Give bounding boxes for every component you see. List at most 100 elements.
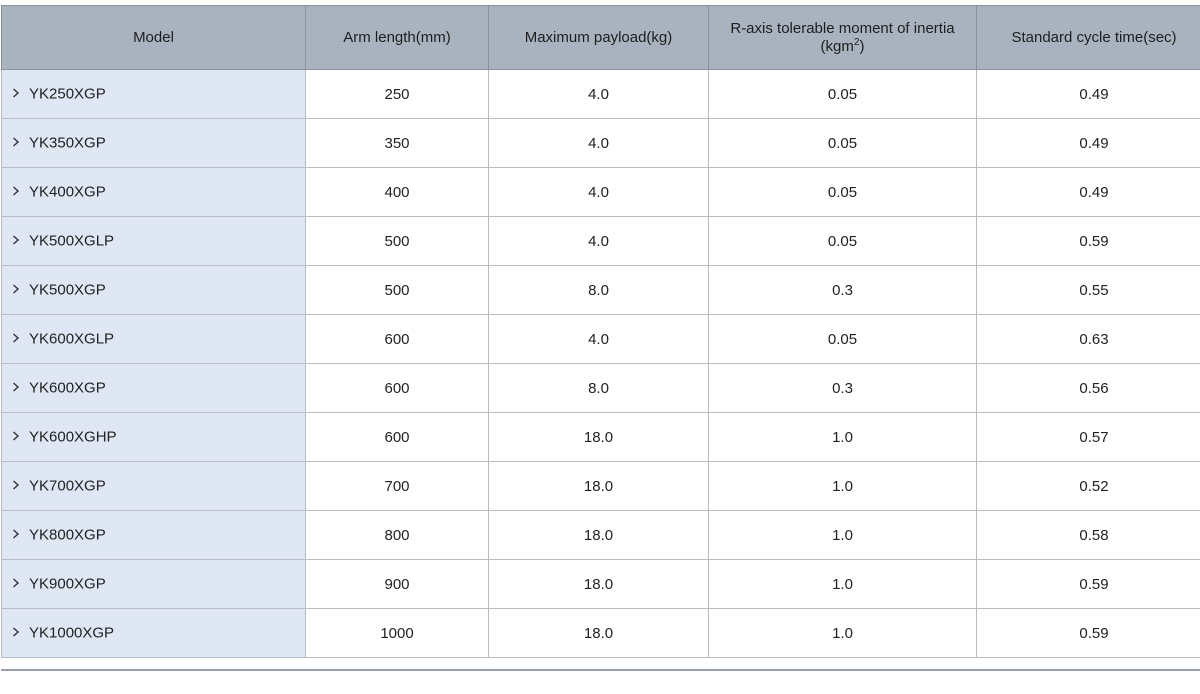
model-name[interactable]: YK600XGP	[29, 379, 106, 397]
arm-length-cell: 600	[305, 363, 489, 413]
arm-length-cell: 500	[305, 216, 489, 266]
chevron-right-icon	[12, 382, 20, 392]
inertia-cell: 1.0	[708, 412, 977, 462]
chevron-right-icon	[12, 529, 20, 539]
inertia-cell: 0.05	[708, 167, 977, 217]
cycle-time-cell: 0.59	[976, 608, 1200, 658]
header-model: Model	[1, 5, 306, 70]
table-row: YK500XGP 500 8.0 0.3 0.55	[1, 265, 1200, 315]
header-inertia: R-axis tolerable moment of inertia (kgm2…	[708, 5, 977, 70]
chevron-right-icon	[12, 431, 20, 441]
model-name[interactable]: YK600XGHP	[29, 428, 117, 446]
spec-table: Model Arm length(mm) Maximum payload(kg)…	[1, 5, 1200, 658]
cycle-time-cell: 0.49	[976, 69, 1200, 119]
model-name[interactable]: YK500XGP	[29, 281, 106, 299]
payload-cell: 4.0	[488, 69, 709, 119]
payload-cell: 18.0	[488, 608, 709, 658]
arm-length-cell: 900	[305, 559, 489, 609]
table-row: YK800XGP 800 18.0 1.0 0.58	[1, 510, 1200, 560]
model-name[interactable]: YK1000XGP	[29, 624, 115, 642]
cycle-time-cell: 0.52	[976, 461, 1200, 511]
cycle-time-cell: 0.49	[976, 118, 1200, 168]
model-cell[interactable]: YK600XGHP	[1, 412, 306, 462]
payload-cell: 18.0	[488, 510, 709, 560]
inertia-cell: 0.05	[708, 69, 977, 119]
chevron-right-icon	[12, 88, 20, 98]
inertia-cell: 0.05	[708, 314, 977, 364]
table-row: YK600XGLP 600 4.0 0.05 0.63	[1, 314, 1200, 364]
table-row: YK1000XGP 1000 18.0 1.0 0.59	[1, 608, 1200, 658]
arm-length-cell: 600	[305, 412, 489, 462]
payload-cell: 18.0	[488, 461, 709, 511]
chevron-right-icon	[12, 627, 20, 637]
model-cell[interactable]: YK700XGP	[1, 461, 306, 511]
model-name[interactable]: YK350XGP	[29, 134, 106, 152]
cycle-time-cell: 0.57	[976, 412, 1200, 462]
payload-cell: 8.0	[488, 363, 709, 413]
inertia-cell: 0.05	[708, 216, 977, 266]
model-cell[interactable]: YK400XGP	[1, 167, 306, 217]
chevron-right-icon	[12, 284, 20, 294]
arm-length-cell: 350	[305, 118, 489, 168]
inertia-cell: 1.0	[708, 461, 977, 511]
inertia-cell: 0.3	[708, 363, 977, 413]
model-cell[interactable]: YK800XGP	[1, 510, 306, 560]
arm-length-cell: 1000	[305, 608, 489, 658]
table-row: YK500XGLP 500 4.0 0.05 0.59	[1, 216, 1200, 266]
model-name[interactable]: YK900XGP	[29, 575, 106, 593]
model-name[interactable]: YK400XGP	[29, 183, 106, 201]
header-arm-length: Arm length(mm)	[305, 5, 489, 70]
table-row: YK700XGP 700 18.0 1.0 0.52	[1, 461, 1200, 511]
model-name[interactable]: YK600XGLP	[29, 330, 115, 348]
payload-cell: 4.0	[488, 216, 709, 266]
inertia-cell: 1.0	[708, 559, 977, 609]
model-cell[interactable]: YK350XGP	[1, 118, 306, 168]
table-row: YK900XGP 900 18.0 1.0 0.59	[1, 559, 1200, 609]
model-cell[interactable]: YK900XGP	[1, 559, 306, 609]
cycle-time-cell: 0.63	[976, 314, 1200, 364]
model-cell[interactable]: YK500XGLP	[1, 216, 306, 266]
chevron-right-icon	[12, 137, 20, 147]
inertia-cell: 1.0	[708, 608, 977, 658]
chevron-right-icon	[12, 333, 20, 343]
chevron-right-icon	[12, 186, 20, 196]
model-cell[interactable]: YK500XGP	[1, 265, 306, 315]
header-inertia-exponent: 2	[853, 36, 860, 48]
model-name[interactable]: YK700XGP	[29, 477, 106, 495]
model-cell[interactable]: YK600XGLP	[1, 314, 306, 364]
cycle-time-cell: 0.55	[976, 265, 1200, 315]
model-name[interactable]: YK800XGP	[29, 526, 106, 544]
table-bottom-border	[1, 669, 1200, 671]
model-cell[interactable]: YK600XGP	[1, 363, 306, 413]
model-cell[interactable]: YK250XGP	[1, 69, 306, 119]
chevron-right-icon	[12, 480, 20, 490]
payload-cell: 4.0	[488, 118, 709, 168]
arm-length-cell: 800	[305, 510, 489, 560]
model-cell[interactable]: YK1000XGP	[1, 608, 306, 658]
inertia-cell: 1.0	[708, 510, 977, 560]
table-row: YK600XGHP 600 18.0 1.0 0.57	[1, 412, 1200, 462]
header-cycle-time: Standard cycle time(sec)	[976, 5, 1200, 70]
payload-cell: 4.0	[488, 167, 709, 217]
payload-cell: 8.0	[488, 265, 709, 315]
cycle-time-cell: 0.59	[976, 216, 1200, 266]
inertia-cell: 0.3	[708, 265, 977, 315]
cycle-time-cell: 0.59	[976, 559, 1200, 609]
model-name[interactable]: YK500XGLP	[29, 232, 115, 250]
table-row: YK400XGP 400 4.0 0.05 0.49	[1, 167, 1200, 217]
table-row: YK600XGP 600 8.0 0.3 0.56	[1, 363, 1200, 413]
chevron-right-icon	[12, 235, 20, 245]
arm-length-cell: 500	[305, 265, 489, 315]
arm-length-cell: 250	[305, 69, 489, 119]
header-inertia-label: R-axis tolerable moment of inertia	[730, 19, 955, 37]
inertia-cell: 0.05	[708, 118, 977, 168]
table-row: YK250XGP 250 4.0 0.05 0.49	[1, 69, 1200, 119]
payload-cell: 18.0	[488, 559, 709, 609]
arm-length-cell: 600	[305, 314, 489, 364]
model-name[interactable]: YK250XGP	[29, 85, 106, 103]
table-row: YK350XGP 350 4.0 0.05 0.49	[1, 118, 1200, 168]
payload-cell: 4.0	[488, 314, 709, 364]
cycle-time-cell: 0.58	[976, 510, 1200, 560]
payload-cell: 18.0	[488, 412, 709, 462]
chevron-right-icon	[12, 578, 20, 588]
